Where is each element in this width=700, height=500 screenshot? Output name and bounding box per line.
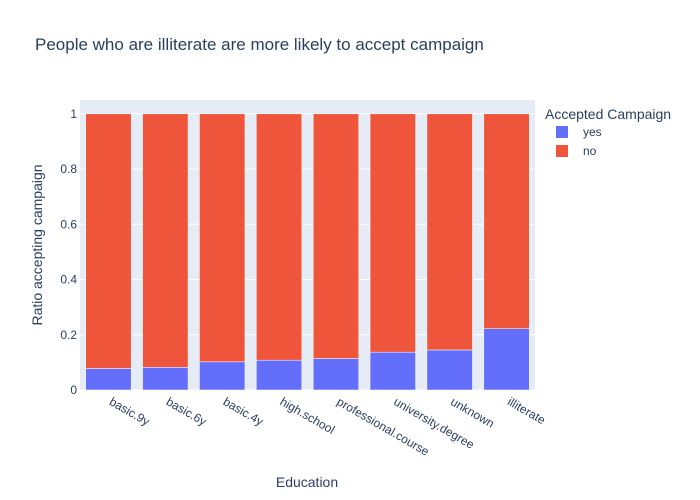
bar-no [426,113,473,351]
bar-yes [85,368,132,391]
legend-label-no[interactable]: no [583,144,597,158]
bar-no [85,113,132,369]
x-tick-label: basic.6y [164,394,209,428]
y-tick-label: 0.8 [60,162,77,176]
legend-label-yes[interactable]: yes [583,125,602,139]
y-tick-label: 0 [70,383,77,397]
x-tick-label: basic.9y [107,394,152,428]
x-tick-label: illiterate [505,394,548,427]
bar-no [369,113,416,353]
y-tick-label: 0.6 [60,217,77,231]
bar-yes [199,361,246,391]
y-tick-label: 1 [70,107,77,121]
x-axis-ticks: basic.9y basic.6y basic.4y high.schoolprofe… [107,394,548,458]
y-axis-title: Ratio accepting campaign [29,164,45,325]
bars [85,113,530,391]
x-tick-label: professional.course [334,394,431,458]
legend-title: Accepted Campaign [545,106,671,122]
bar-no [199,113,246,363]
bar-yes [369,351,416,391]
bar-yes [312,358,359,391]
y-axis-ticks: 0 0.2 0.4 0.6 0.8 1 [60,107,77,397]
x-tick-label: high.school [278,394,338,436]
chart-title: People who are illiterate are more likel… [35,35,484,54]
bar-no [483,113,530,329]
x-tick-label: unknown [448,394,497,430]
legend: Accepted Campaign yes no [545,106,671,158]
bar-no [256,113,303,361]
x-axis-title: Education [276,474,338,490]
x-tick-label: basic.4y [221,394,266,428]
bar-yes [483,328,530,391]
bar-no [312,113,359,359]
y-tick-label: 0.2 [60,328,77,342]
bar-no [142,113,189,368]
bar-yes [256,359,303,391]
legend-swatch-yes[interactable] [556,126,568,138]
bar-yes [426,349,473,391]
legend-swatch-no[interactable] [556,145,568,157]
bar-yes [142,367,189,391]
y-tick-label: 0.4 [60,273,77,287]
